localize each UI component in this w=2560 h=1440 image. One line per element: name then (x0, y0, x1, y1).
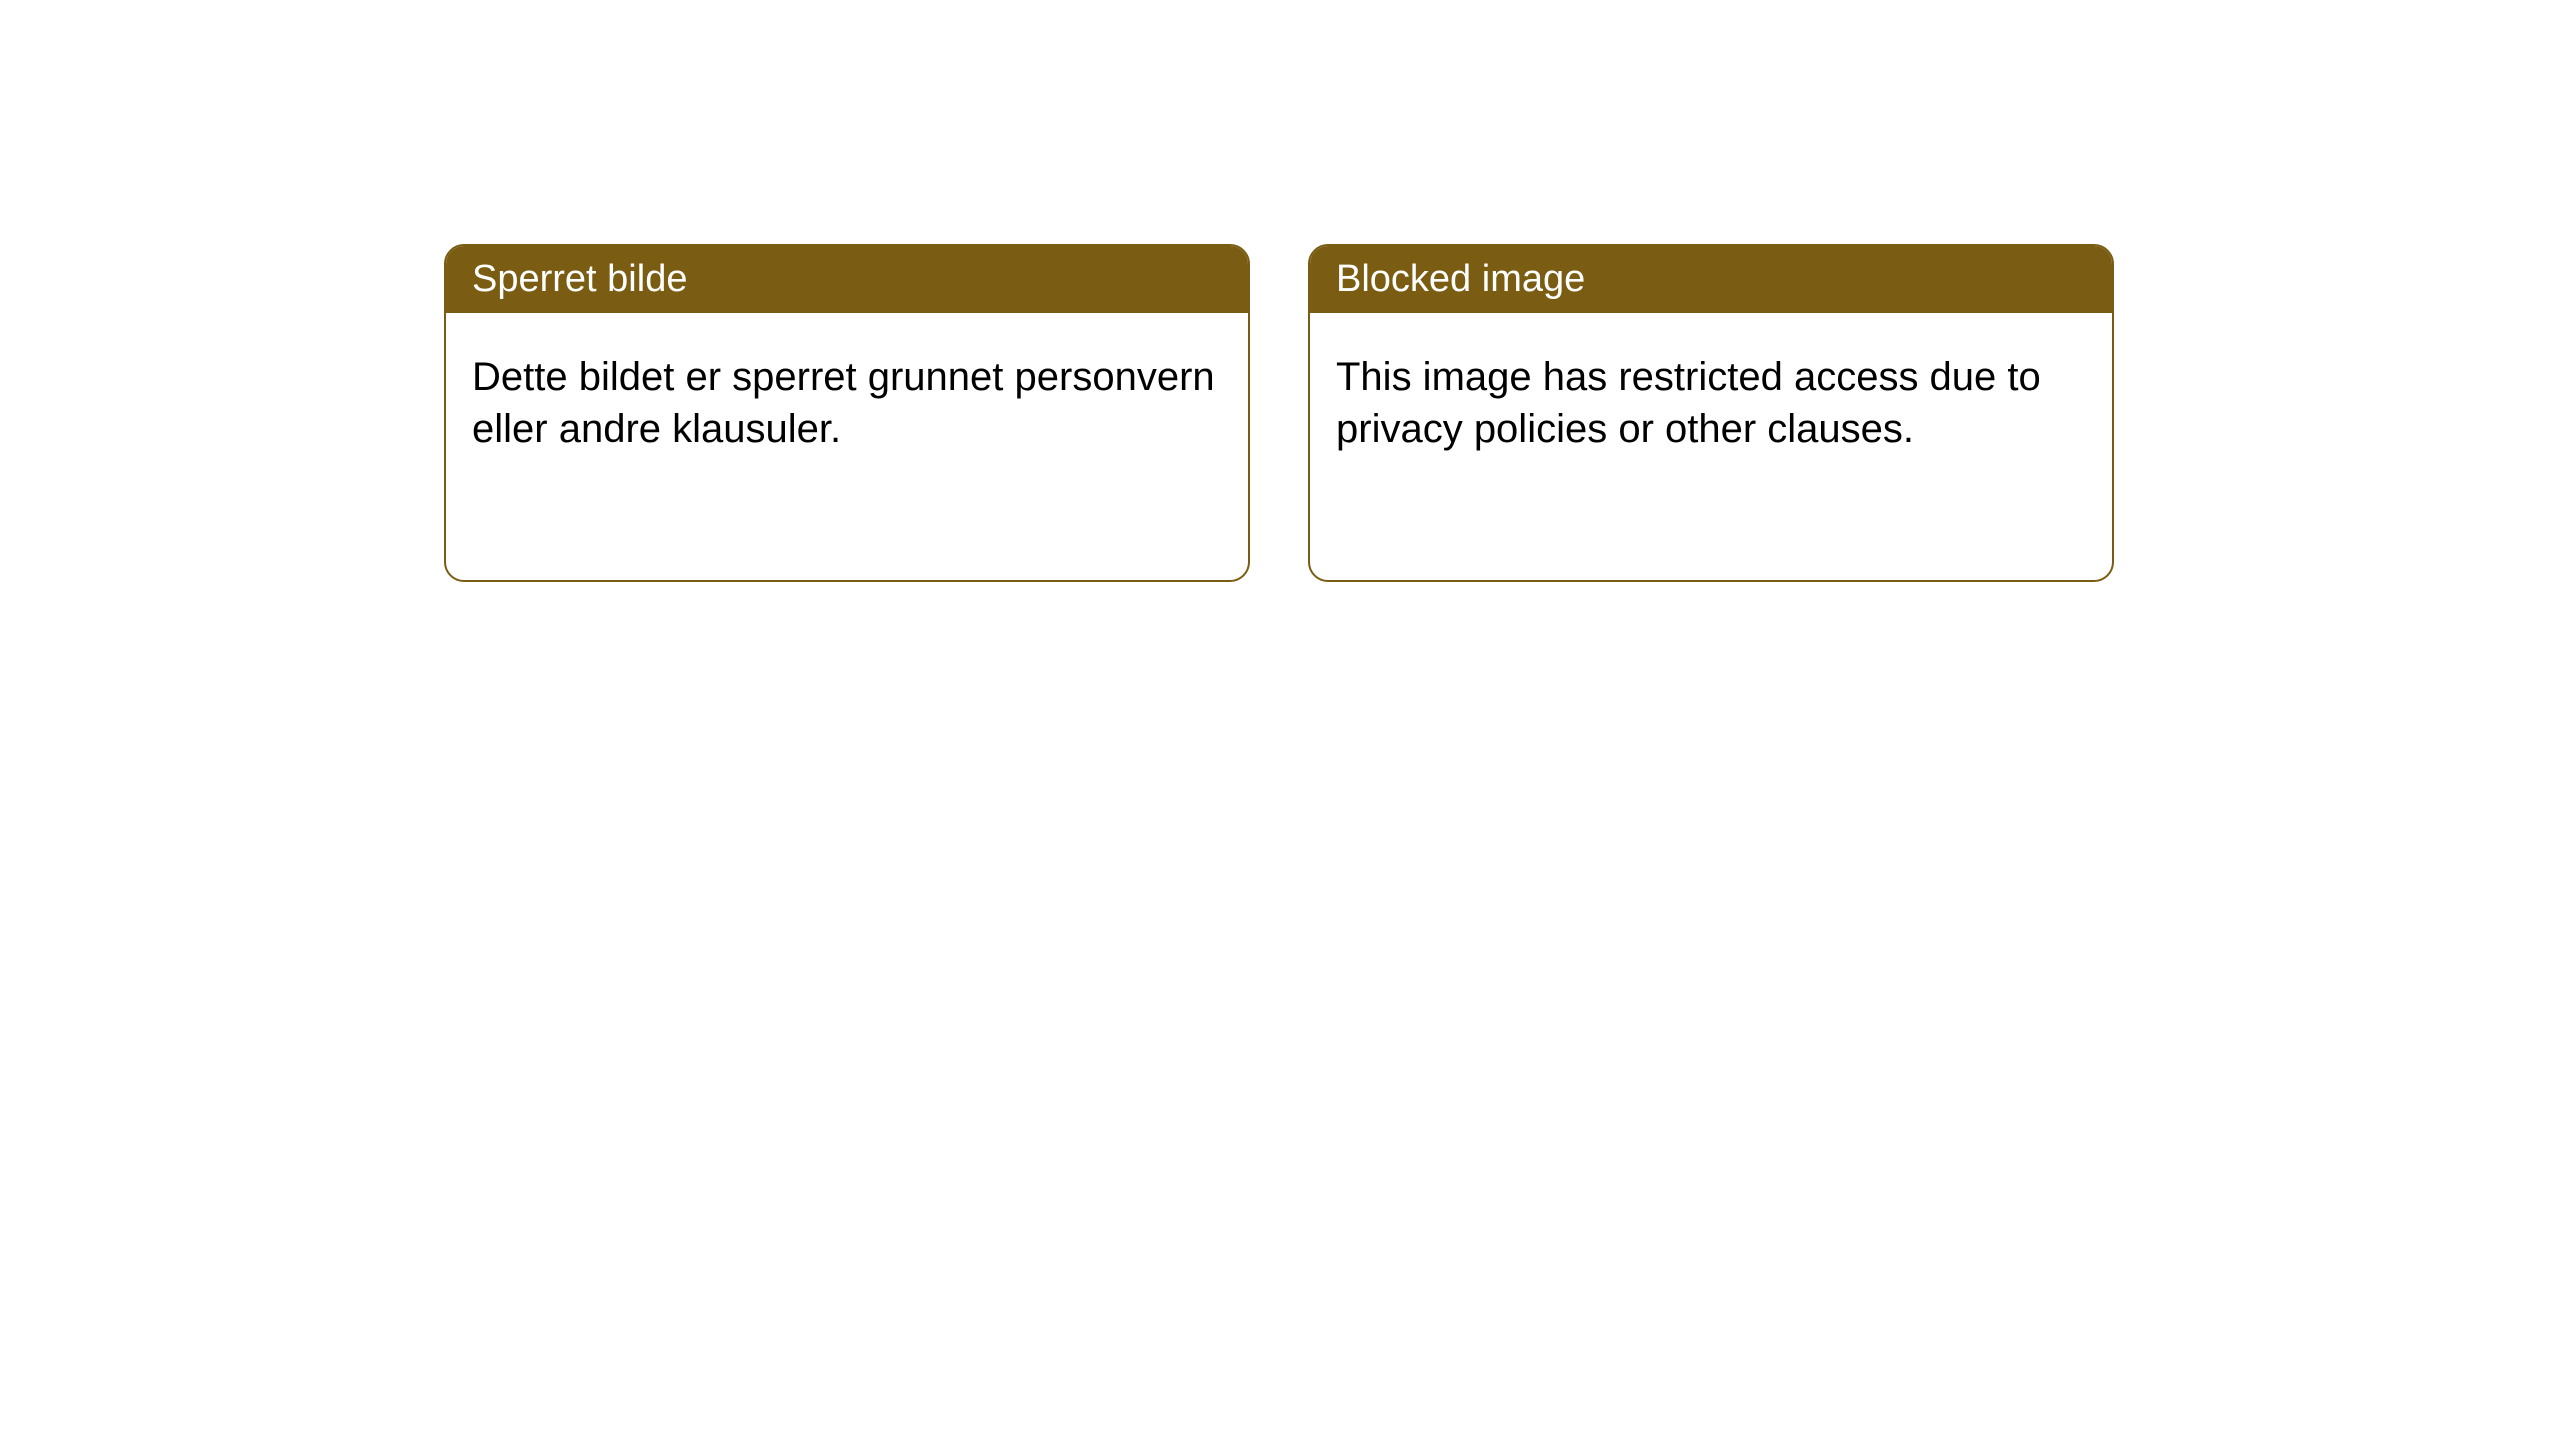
notice-card-english: Blocked image This image has restricted … (1308, 244, 2114, 582)
notice-cards-container: Sperret bilde Dette bildet er sperret gr… (444, 244, 2114, 582)
notice-card-title: Blocked image (1310, 246, 2112, 313)
notice-card-body: This image has restricted access due to … (1310, 313, 2112, 493)
notice-card-norwegian: Sperret bilde Dette bildet er sperret gr… (444, 244, 1250, 582)
notice-card-title: Sperret bilde (446, 246, 1248, 313)
notice-card-body: Dette bildet er sperret grunnet personve… (446, 313, 1248, 493)
